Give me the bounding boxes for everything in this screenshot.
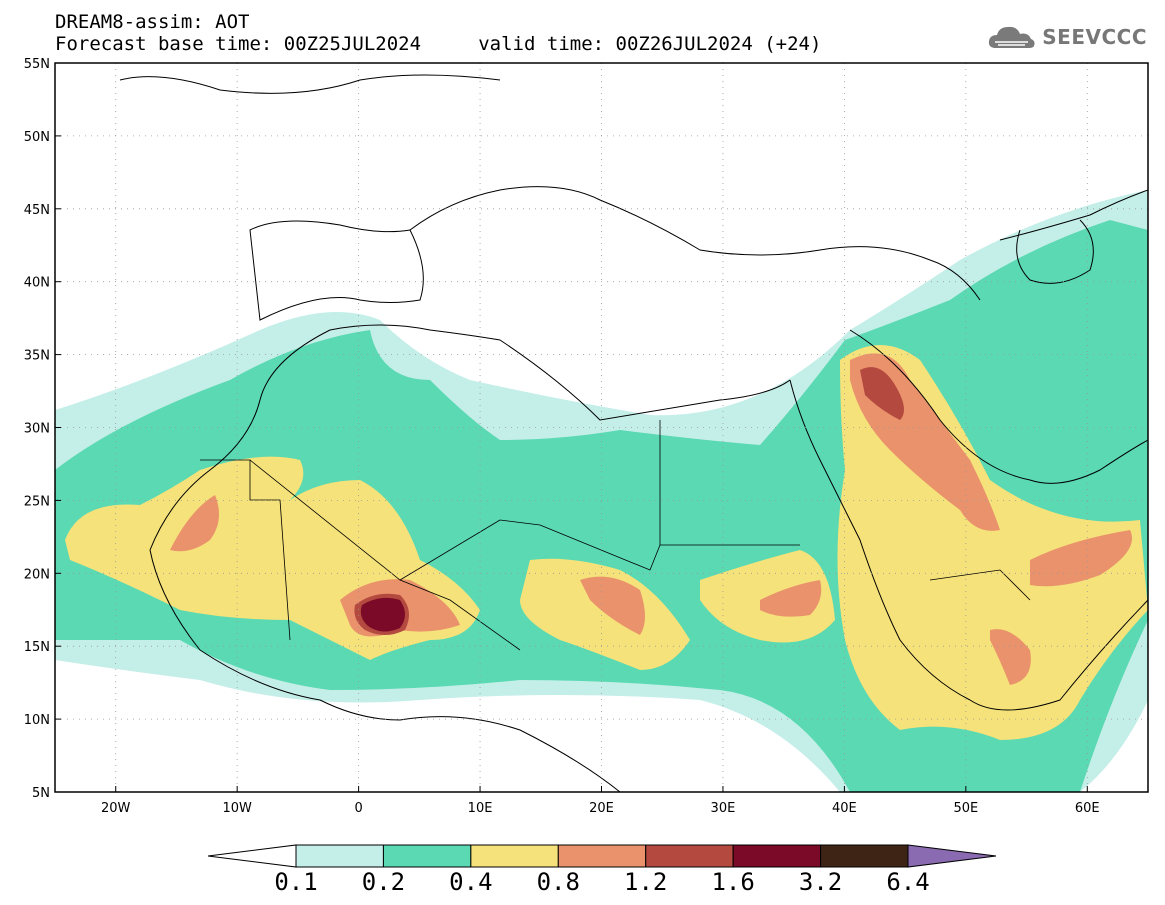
colorbar-box: [645, 844, 734, 868]
latitude-labels: 55N 50N 45N 40N 35N 30N 25N 20N 15N 10N 5N: [24, 57, 61, 801]
colorbar-box: [295, 844, 384, 868]
colorbar-label: 1.2: [624, 868, 668, 896]
lat-label: 30N: [24, 422, 50, 437]
country-borders: [200, 420, 1031, 651]
colorbar-label: 0.2: [361, 868, 406, 896]
forecast-times: Forecast base time: 00Z25JUL2024 valid t…: [55, 33, 822, 55]
lat-label: 50N: [24, 130, 50, 145]
lon-label: 0: [354, 801, 362, 816]
map-title: DREAM8-assim: AOT: [55, 11, 250, 33]
aot-band-0.4: [65, 345, 1148, 740]
colorbar-low-arrow: [207, 844, 297, 868]
lat-label: 20N: [24, 567, 50, 582]
colorbar-label: 0.4: [449, 868, 493, 896]
lon-label: 60E: [1075, 801, 1100, 816]
lon-label: 20W: [101, 801, 131, 816]
lon-label: 20E: [589, 801, 614, 816]
colorbar-label: 0.1: [274, 868, 318, 896]
aot-band-0.8: [170, 353, 1132, 685]
lat-label: 40N: [24, 276, 50, 291]
cloud-icon: [989, 26, 1035, 48]
lon-label: 50E: [953, 801, 978, 816]
lat-label: 45N: [24, 203, 50, 218]
aot-band-1.6: [360, 597, 405, 632]
coastlines: [119, 74, 1148, 792]
lon-label: 10W: [222, 801, 252, 816]
lat-label: 55N: [24, 57, 50, 72]
lon-label: 10E: [468, 801, 493, 816]
colorbar-high-arrow: [907, 844, 997, 868]
lat-label: 35N: [24, 349, 50, 364]
graticule: [55, 63, 1148, 792]
colorbar-box: [820, 844, 909, 868]
lon-label: 30E: [711, 801, 736, 816]
lat-label: 5N: [32, 786, 50, 801]
seevccc-logo: SEEVCCC: [986, 22, 1147, 52]
longitude-labels: 20W 10W 0 10E 20E 30E 40E 50E 60E: [101, 786, 1100, 816]
logo-text: SEEVCCC: [1042, 25, 1147, 49]
colorbar: [207, 844, 997, 868]
colorbar-label: 1.6: [711, 868, 755, 896]
colorbar-box: [382, 844, 472, 868]
colorbar-label: 3.2: [798, 868, 843, 896]
lat-label: 25N: [24, 494, 50, 509]
colorbar-label: 0.8: [536, 868, 580, 896]
colorbar-box: [557, 844, 647, 868]
aot-field: [55, 190, 1148, 792]
colorbar-box: [732, 844, 822, 868]
colorbar-box: [470, 844, 559, 868]
colorbar-label: 6.4: [886, 868, 930, 896]
lat-label: 15N: [24, 640, 50, 655]
lat-label: 10N: [24, 713, 50, 728]
lon-label: 40E: [832, 801, 857, 816]
